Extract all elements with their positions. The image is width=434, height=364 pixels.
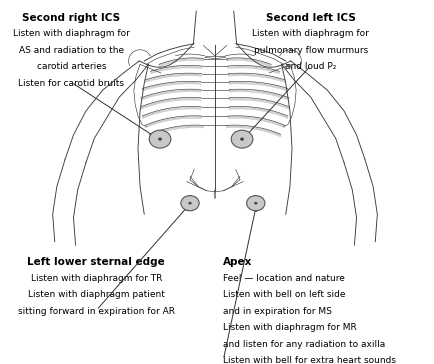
Text: Listen with diaphragm for: Listen with diaphragm for <box>13 29 129 38</box>
Text: Listen with diaphragm for TR: Listen with diaphragm for TR <box>31 274 162 283</box>
Text: and in expiration for MS: and in expiration for MS <box>223 307 332 316</box>
Text: Left lower sternal edge: Left lower sternal edge <box>27 257 165 267</box>
Text: Listen with diaphragm patient: Listen with diaphragm patient <box>28 290 164 299</box>
Circle shape <box>188 202 191 205</box>
Text: carotid arteries: carotid arteries <box>36 62 106 71</box>
Text: Apex: Apex <box>223 257 252 267</box>
Text: Listen with diaphragm for: Listen with diaphragm for <box>252 29 368 38</box>
Circle shape <box>246 195 264 211</box>
Text: Feel — location and nature: Feel — location and nature <box>223 274 345 283</box>
Text: Listen with bell on left side: Listen with bell on left side <box>223 290 345 299</box>
Circle shape <box>253 202 257 205</box>
Circle shape <box>158 138 161 141</box>
Text: and loud P₂: and loud P₂ <box>284 62 335 71</box>
Text: and listen for any radiation to axilla: and listen for any radiation to axilla <box>223 340 385 349</box>
Text: pulmonary flow murmurs: pulmonary flow murmurs <box>253 46 367 55</box>
Text: Listen with diaphragm for MR: Listen with diaphragm for MR <box>223 323 356 332</box>
Circle shape <box>181 195 199 211</box>
Text: AS and radiation to the: AS and radiation to the <box>19 46 124 55</box>
Text: Second left ICS: Second left ICS <box>265 13 355 23</box>
Text: Second right ICS: Second right ICS <box>22 13 120 23</box>
Text: Listen for carotid bruits: Listen for carotid bruits <box>18 79 124 88</box>
Circle shape <box>240 138 243 141</box>
Circle shape <box>149 130 171 148</box>
Circle shape <box>231 130 252 148</box>
Text: Listen with bell for extra heart sounds: Listen with bell for extra heart sounds <box>223 356 395 364</box>
Text: sitting forward in expiration for AR: sitting forward in expiration for AR <box>18 307 174 316</box>
